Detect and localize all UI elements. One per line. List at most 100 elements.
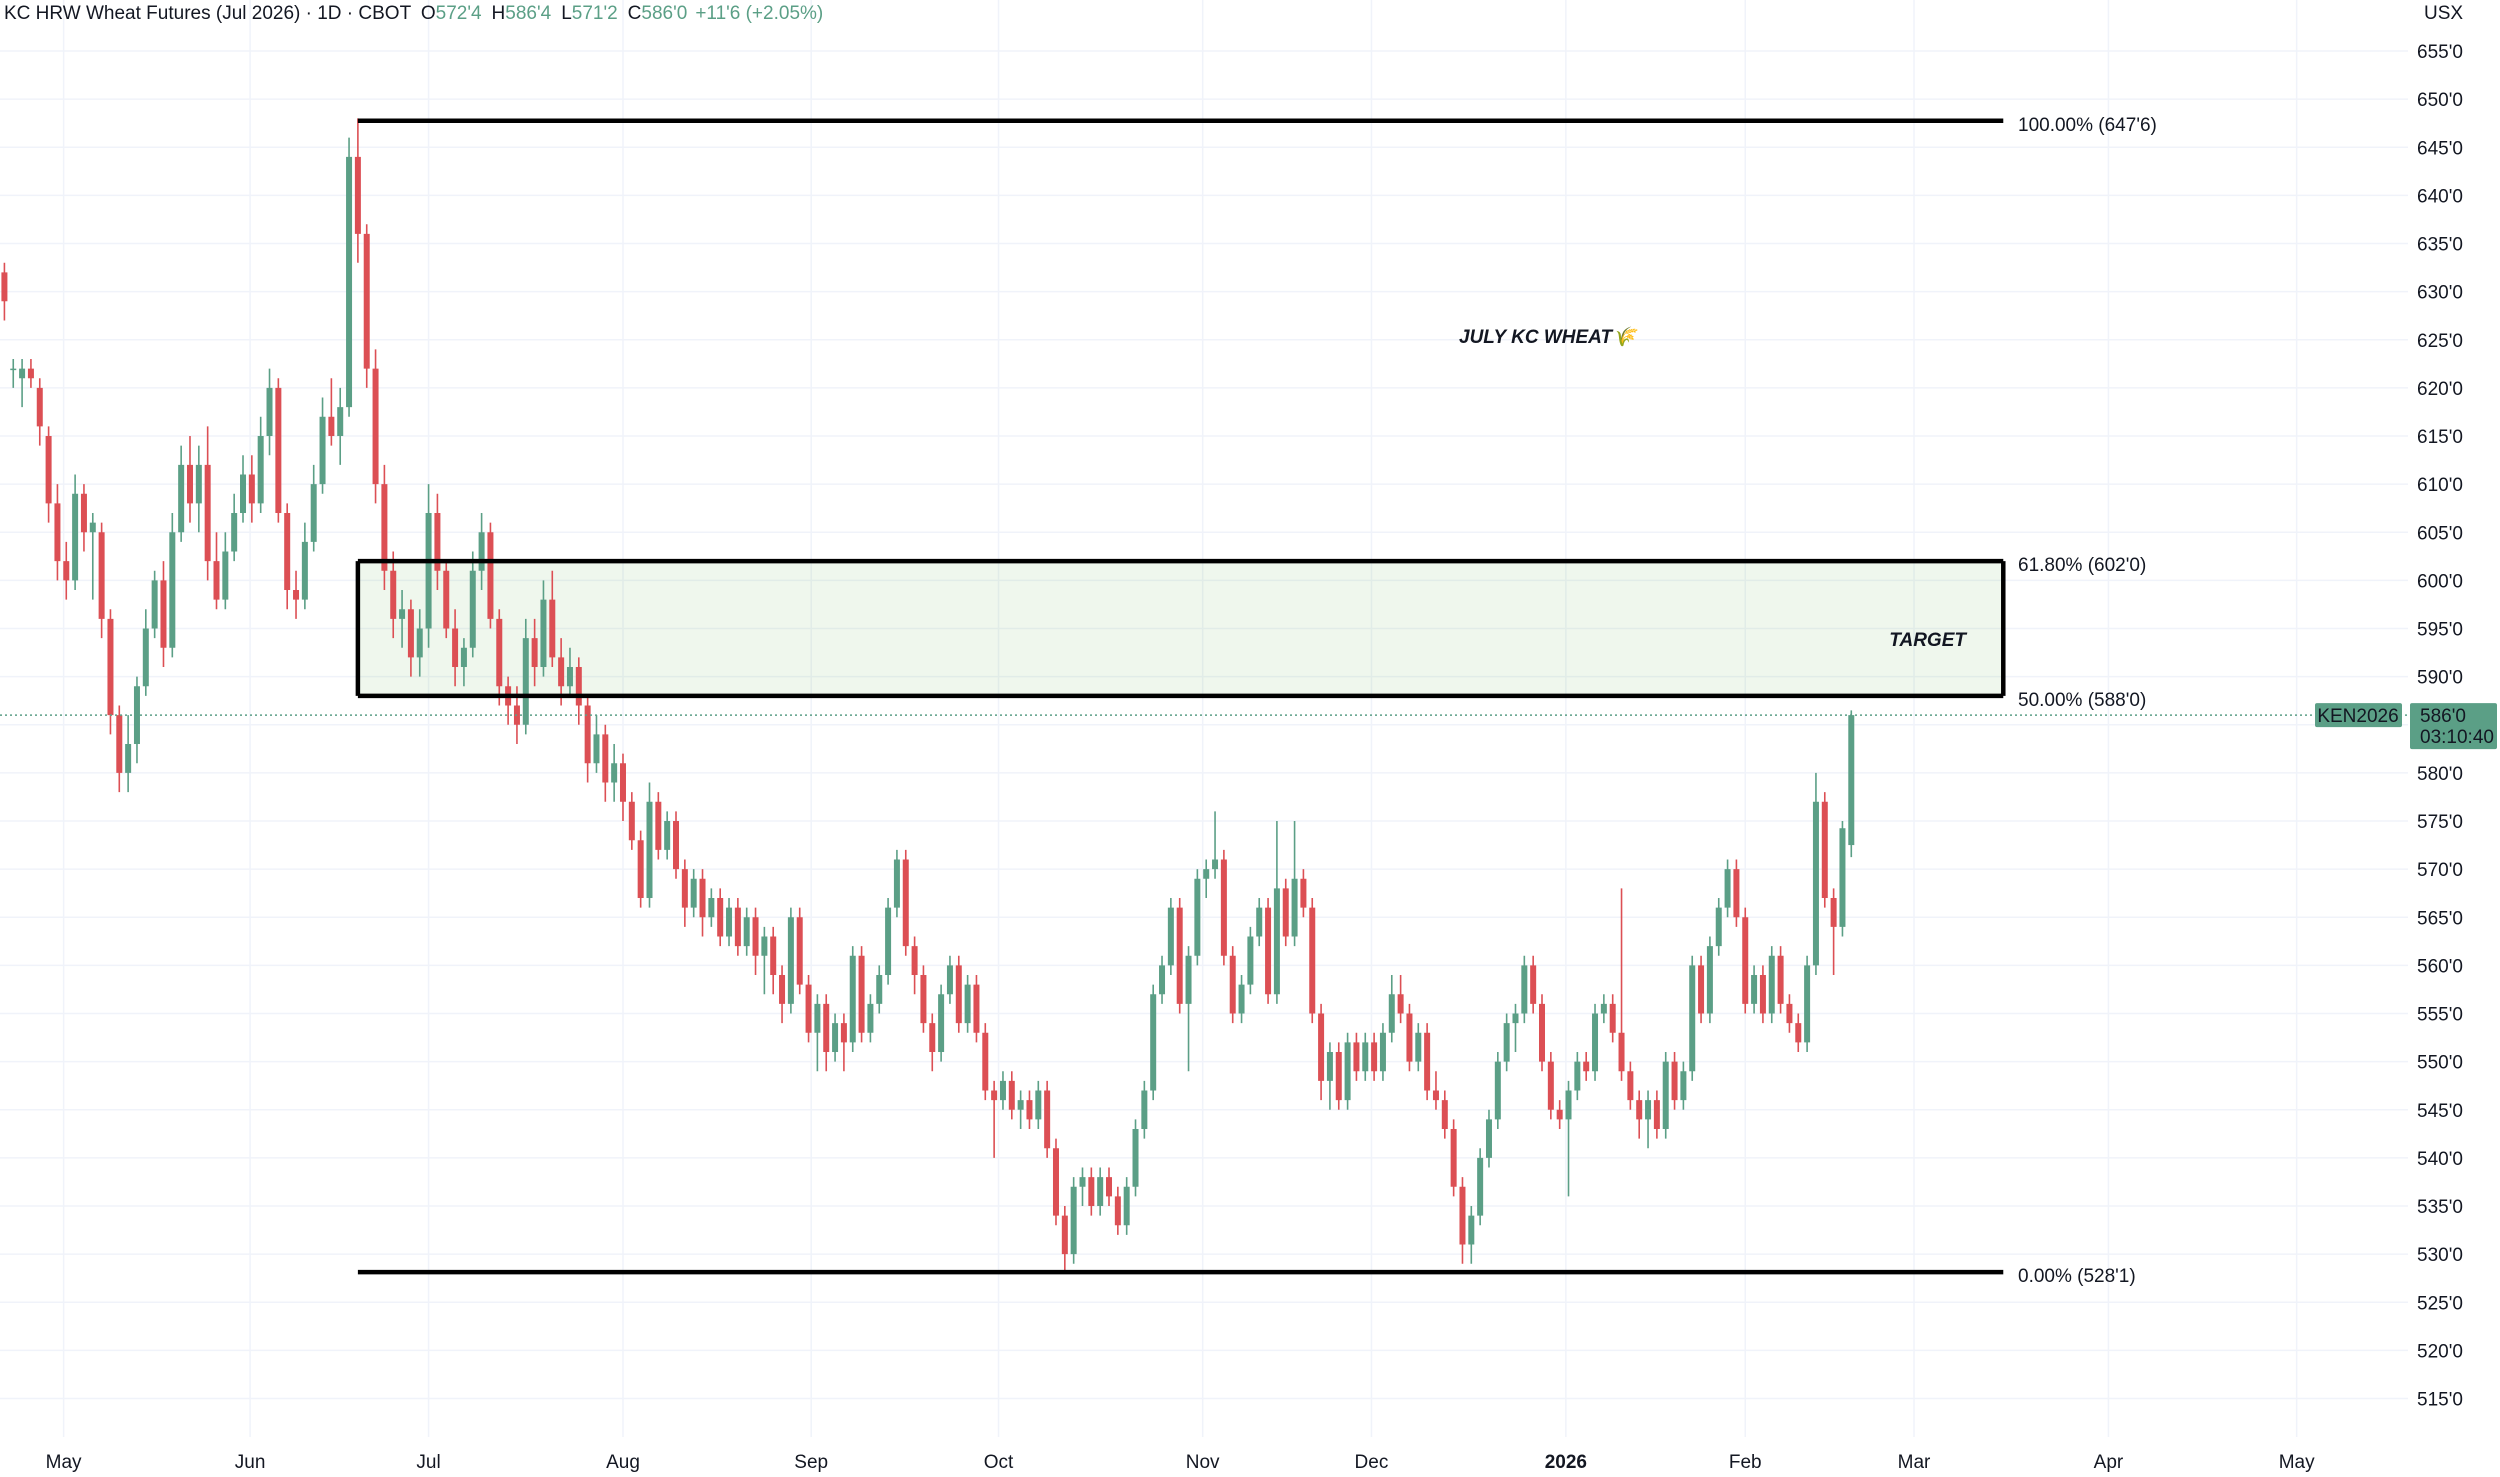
candle-body: [699, 878, 706, 918]
x-tick-label: Oct: [984, 1452, 1014, 1473]
candle-body: [1715, 907, 1722, 947]
candle-body: [1662, 1061, 1669, 1130]
candle-body: [849, 955, 856, 1043]
y-tick-label: 635'0: [2417, 235, 2463, 256]
candle-body: [160, 580, 167, 648]
candle-body: [1671, 1061, 1678, 1101]
candle-body: [770, 936, 777, 976]
candle-body: [1220, 859, 1227, 956]
candle-body: [1530, 965, 1537, 1004]
candle-body: [999, 1080, 1006, 1101]
candle-body: [116, 715, 123, 773]
price-tag-text: 586'0: [2420, 706, 2466, 727]
candle-body: [125, 744, 132, 773]
candle-body: [1821, 801, 1828, 899]
symbol-name: KC HRW Wheat Futures (Jul 2026) · 1D · C…: [4, 3, 412, 24]
candle-body: [637, 840, 644, 899]
legend-header: KC HRW Wheat Futures (Jul 2026) · 1D · C…: [4, 3, 823, 24]
x-tick-label: Feb: [1729, 1452, 1762, 1473]
x-tick-label: Sep: [794, 1452, 828, 1473]
candle-body: [204, 464, 211, 562]
candle-body: [407, 609, 414, 658]
candle-body: [1291, 878, 1298, 937]
candle-body: [708, 898, 715, 918]
y-tick-label: 590'0: [2417, 668, 2463, 689]
y-tick-label: 610'0: [2417, 475, 2463, 496]
candle-body: [460, 647, 467, 668]
candle-body: [1609, 1003, 1616, 1033]
countdown-text: 03:10:40: [2420, 727, 2494, 748]
fib-label: 61.80% (602'0): [2018, 555, 2146, 576]
candle-body: [1052, 1148, 1059, 1216]
candle-body: [1008, 1080, 1015, 1110]
candle-body: [487, 532, 494, 619]
candle-body: [717, 898, 724, 937]
candle-body: [946, 965, 953, 995]
candle-body: [372, 368, 379, 485]
candle-body: [911, 946, 918, 976]
candle-body: [964, 984, 971, 1024]
candle-body: [1521, 965, 1528, 1014]
candle-body: [1185, 955, 1192, 1004]
candle-body: [27, 368, 34, 379]
candle-body: [1565, 1090, 1572, 1120]
candle-body: [1653, 1100, 1660, 1130]
fib-label: 50.00% (588'0): [2018, 690, 2146, 711]
ohlc-change: +11'6 (+2.05%): [695, 3, 823, 24]
candle-body: [876, 975, 883, 1004]
candle-body: [169, 532, 176, 648]
candle-body: [1539, 1003, 1546, 1062]
candle-body: [1176, 907, 1183, 1004]
candle-body: [19, 368, 26, 379]
overlay: 100.00% (647'6) 61.80% (602'0) 50.00% (588…: [0, 3, 2497, 1287]
ohlc-value: 572'4: [436, 3, 482, 24]
candle-body: [761, 936, 768, 956]
candle-body: [1238, 984, 1245, 1014]
candle-body: [1556, 1109, 1563, 1120]
candle-body: [452, 628, 459, 668]
candle-body: [1273, 888, 1280, 995]
candle-body: [319, 416, 326, 485]
candle-body: [1432, 1090, 1439, 1101]
candle-body: [213, 561, 220, 600]
candle-body: [469, 570, 476, 648]
candle-body: [558, 657, 565, 687]
candle-body: [231, 513, 238, 552]
candle-body: [1768, 955, 1775, 1014]
candle-body: [1194, 878, 1201, 956]
candle-body: [1044, 1090, 1051, 1149]
candle-body: [434, 513, 441, 571]
candle-body: [664, 821, 671, 850]
candle-body: [619, 763, 626, 802]
candle-body: [1353, 1042, 1360, 1072]
candle-body: [566, 667, 573, 687]
candle-body: [496, 618, 503, 687]
y-tick-label: 555'0: [2417, 1005, 2463, 1026]
candle-body: [186, 464, 193, 504]
y-tick-label: 625'0: [2417, 331, 2463, 352]
candle-body: [1600, 1003, 1607, 1014]
candle-body: [628, 801, 635, 841]
candle-body: [1070, 1186, 1077, 1255]
candle-body: [257, 436, 264, 504]
candle-body: [1592, 1013, 1599, 1072]
candle-body: [1503, 1023, 1510, 1062]
candle-body: [673, 821, 680, 870]
candle-body: [1318, 1013, 1325, 1081]
candle-body: [593, 734, 600, 764]
x-tick-label: Jun: [235, 1452, 266, 1473]
candle-body: [982, 1032, 989, 1091]
candle-body: [151, 580, 158, 629]
y-tick-label: 545'0: [2417, 1101, 2463, 1122]
candle-body: [425, 513, 432, 629]
candle-body: [1777, 955, 1784, 1004]
price-tag: [2410, 703, 2497, 750]
currency-label: USX: [2424, 3, 2463, 24]
candle-body: [991, 1090, 998, 1101]
y-tick-label: 615'0: [2417, 427, 2463, 448]
candle-body: [1229, 955, 1236, 1014]
y-tick-label: 600'0: [2417, 571, 2463, 592]
